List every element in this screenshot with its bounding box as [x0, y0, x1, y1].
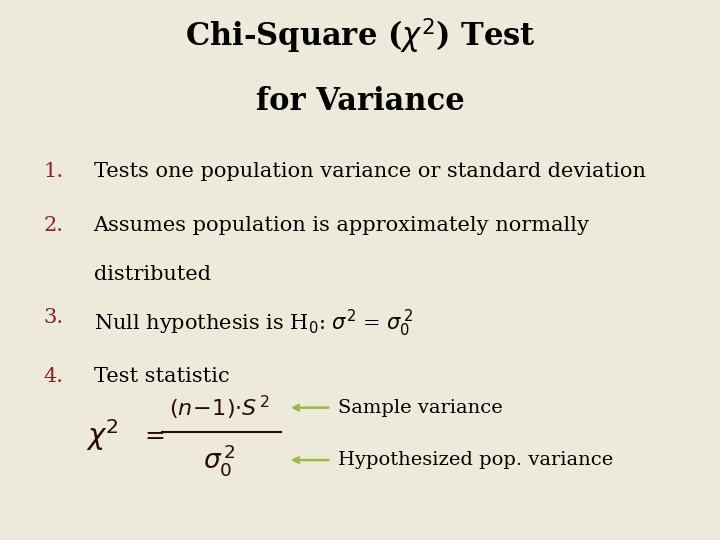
Text: 3.: 3.	[43, 308, 63, 327]
Text: $(n\!-\!1){\cdot}S^{\,2}$: $(n\!-\!1){\cdot}S^{\,2}$	[169, 394, 270, 422]
Text: $\sigma_0^{\,2}$: $\sigma_0^{\,2}$	[203, 442, 236, 478]
Text: 2.: 2.	[43, 216, 63, 235]
Text: Chi-Square ($\chi^2$) Test: Chi-Square ($\chi^2$) Test	[184, 16, 536, 56]
Text: 4.: 4.	[43, 367, 63, 386]
Text: Tests one population variance or standard deviation: Tests one population variance or standar…	[94, 162, 645, 181]
Text: $\chi^2$: $\chi^2$	[86, 417, 119, 453]
Text: Sample variance: Sample variance	[338, 399, 503, 417]
Text: distributed: distributed	[94, 265, 211, 284]
Text: Test statistic: Test statistic	[94, 367, 229, 386]
Text: Assumes population is approximately normally: Assumes population is approximately norm…	[94, 216, 590, 235]
Text: Hypothesized pop. variance: Hypothesized pop. variance	[338, 451, 613, 469]
Text: Null hypothesis is H$_0$: $\sigma^2$ = $\sigma_0^{\,2}$: Null hypothesis is H$_0$: $\sigma^2$ = $…	[94, 308, 413, 339]
Text: for Variance: for Variance	[256, 86, 464, 117]
Text: $=$: $=$	[140, 423, 166, 446]
Text: 1.: 1.	[43, 162, 63, 181]
